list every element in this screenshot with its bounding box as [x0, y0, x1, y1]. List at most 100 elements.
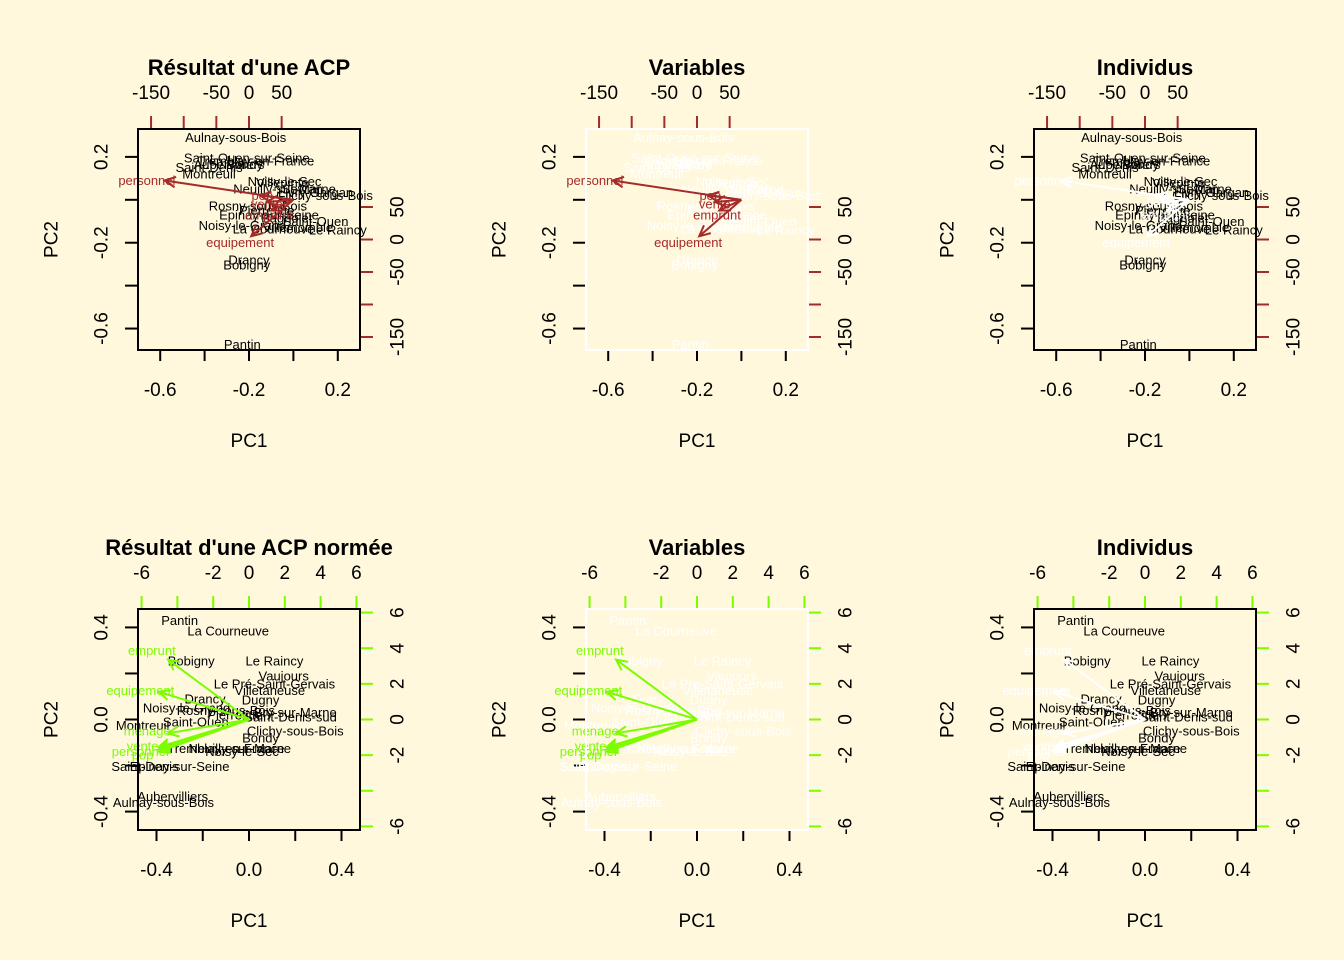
individual-label: Drancy [1124, 252, 1166, 267]
variable-arrow [1166, 198, 1190, 212]
variable-label: pop [1147, 188, 1169, 203]
variable-arrow [167, 658, 250, 721]
chart-title: Variables [649, 55, 746, 80]
top-axis-tick-label: -2 [653, 563, 670, 584]
right-axis-tick-label: 0 [836, 714, 857, 725]
variable-arrow [158, 718, 250, 753]
variable-arrow [615, 658, 698, 721]
variable-label: personnel [560, 744, 617, 759]
y-axis-tick-label: -0.2 [540, 226, 561, 259]
individual-label: Clichy-sous-Bois [1172, 188, 1269, 203]
variable-label: equipement [654, 235, 722, 250]
variable-label: equipement [1102, 235, 1170, 250]
individual-label: Noisy-le-Sec [653, 744, 727, 759]
right-axis-tick-label: 50 [1284, 196, 1305, 217]
individual-label: Pantin [224, 337, 261, 352]
individual-label: Bagnolet [709, 211, 761, 226]
individual-label: Saint-Ouen [611, 714, 677, 729]
variable-arrowhead [1165, 200, 1180, 212]
individual-label: Sevran [282, 182, 323, 197]
variable-arrow [250, 199, 295, 238]
y-axis-tick-label: 0.2 [92, 144, 113, 170]
right-axis-tick-label: -50 [836, 258, 857, 285]
individual-label: Le Raincy [1142, 653, 1200, 668]
individual-label: Noisy-le-Grand [591, 700, 678, 715]
individual-label: Sevran [730, 182, 771, 197]
individual-label: Epinay-sur-Seine [1115, 207, 1215, 222]
variable-arrow [167, 718, 250, 735]
individual-label: Aulnay-sous-Bois [185, 130, 287, 145]
individual-label: Bobigny [671, 258, 718, 273]
variable-arrow [606, 690, 698, 721]
top-axis-tick-label: 4 [315, 563, 326, 584]
y-axis-tick-label: -0.2 [92, 226, 113, 259]
right-axis-tick-label: 50 [388, 196, 409, 217]
individual-label: Saint-Denis-sud [244, 710, 337, 725]
chart-title: Variables [649, 535, 746, 560]
x-axis-label: PC1 [231, 431, 268, 452]
variable-arrow [718, 198, 742, 212]
plot-box [137, 608, 361, 831]
individual-label: Neuilly-sur-Marne [233, 182, 336, 197]
individual-label: Saint-Ouen [1059, 714, 1125, 729]
panel-top-right: Individus -150 -50 0 50 50 0 -50 -150 -0.6 -0.2 0.2… [938, 55, 1305, 452]
individual-label: Bondy [690, 730, 727, 745]
individual-label: Noisy-le-Grand [647, 218, 734, 233]
y-axis-label: PC2 [938, 701, 959, 738]
individual-label: Noisy-le-Sec [1144, 174, 1218, 189]
x-axis-label: PC1 [1127, 911, 1164, 932]
x-axis-tick-label: 0.0 [236, 860, 262, 881]
top-axis-tick-label: 6 [799, 563, 810, 584]
right-axis-tick-label: 50 [836, 196, 857, 217]
y-axis-tick-label: 0.0 [540, 706, 561, 732]
variable-arrowhead [1052, 742, 1067, 754]
variable-label: equipement [1002, 683, 1070, 698]
individual-label: Aubervilliers [137, 789, 208, 804]
chart-title: Individus [1097, 535, 1194, 560]
individual-label: Noisy-le-Sec [696, 174, 770, 189]
x-axis-tick-label: -0.6 [592, 380, 625, 401]
variable-arrowhead [166, 658, 181, 671]
variable-label: emprunt [1024, 643, 1072, 658]
top-axis-tick-label: -150 [132, 83, 170, 104]
variable-label: vente [575, 738, 607, 753]
x-axis-label: PC1 [231, 911, 268, 932]
y-axis-label: PC2 [490, 221, 511, 258]
right-axis-tick-label: 0 [388, 714, 409, 725]
right-axis-tick-label: -6 [1284, 818, 1305, 835]
x-axis-tick-label: 0.2 [1221, 380, 1247, 401]
individual-label: Villepinte [1152, 175, 1205, 190]
individual-label: Tremblay-en-France [1063, 741, 1180, 756]
top-axis-tick-label: -50 [651, 83, 678, 104]
individual-label: Clichy-sous-Bois [247, 724, 344, 739]
individual-label: Saint-Ouen [731, 214, 797, 229]
individual-label: Neuilly-sur-Marne [636, 741, 739, 756]
individual-label: Clichy-sous-Bois [276, 188, 373, 203]
individual-label: Le Raincy [1205, 222, 1263, 237]
top-axis-tick-label: 50 [1167, 83, 1188, 104]
variable-arrow [1054, 690, 1146, 721]
individual-label: Epinay-sur-Seine [1026, 759, 1126, 774]
individual-label: Le Pré-Saint-Gervais [662, 676, 784, 691]
individual-label: Noisy-le-Sec [205, 744, 279, 759]
variable-arrowhead [1052, 740, 1067, 752]
individual-label: Bobigny [168, 653, 215, 668]
individual-label: Tremblay-en-France [645, 154, 762, 169]
individual-label: Neuilly-sur-Marne [681, 182, 784, 197]
individual-label: Aulnay-sous-Bois [1081, 130, 1183, 145]
y-axis-tick-label: 0.0 [92, 706, 113, 732]
individual-label: Saint-Denis [559, 759, 627, 774]
y-axis-tick-label: -0.6 [988, 312, 1009, 345]
x-axis-tick-label: -0.6 [1040, 380, 1073, 401]
individual-label: Le Pré-Saint-Gervais [214, 676, 336, 691]
variable-label: menage [1020, 724, 1067, 739]
individual-label: Aulnay-sous-Bois [1009, 795, 1111, 810]
individual-label: Le Raincy [757, 222, 815, 237]
variable-arrowhead [697, 224, 712, 238]
variable-arrowhead [1058, 175, 1073, 189]
y-axis-tick-label: -0.4 [988, 795, 1009, 828]
individual-label: Vaujours [259, 668, 310, 683]
right-axis-tick-label: -2 [1284, 747, 1305, 764]
y-axis-tick-label: 0.4 [988, 614, 1009, 641]
individual-label: Bobigny [1119, 258, 1166, 273]
